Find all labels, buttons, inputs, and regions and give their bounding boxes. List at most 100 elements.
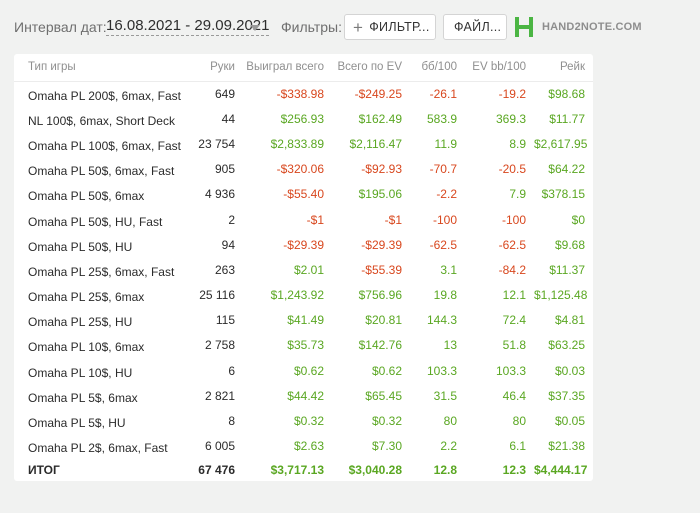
cell-hands: 94 bbox=[221, 237, 235, 252]
cell-hands: 2 bbox=[228, 212, 235, 227]
cell-hands: 905 bbox=[214, 162, 235, 177]
filters-label: Фильтры: bbox=[281, 19, 342, 35]
cell-ev-total: $20.81 bbox=[365, 313, 402, 328]
cell-rake: $64.22 bbox=[548, 162, 585, 177]
table-row[interactable]: Omaha PL 100$, 6max, Fast 23 754 $2,833.89… bbox=[14, 131, 593, 156]
cell-game-type: ИТОГ bbox=[28, 462, 60, 477]
cell-won-total: $41.49 bbox=[287, 313, 324, 328]
cell-rake: $378.15 bbox=[541, 187, 585, 202]
table-row[interactable]: Omaha PL 50$, HU 94 -$29.39 -$29.39 -62.5 -62… bbox=[14, 232, 593, 257]
table-row[interactable]: Omaha PL 50$, 6max, Fast 905 -$320.06 -$92.… bbox=[14, 157, 593, 182]
cell-rake: $4,444.17 bbox=[534, 462, 588, 477]
cell-ev-bb100: 6.1 bbox=[509, 439, 526, 454]
cell-rake: $63.25 bbox=[548, 338, 585, 353]
cell-game-type: Omaha PL 2$, 6max, Fast bbox=[28, 441, 168, 456]
cell-bb100: -26.1 bbox=[429, 86, 457, 101]
cell-won-total: $256.93 bbox=[280, 111, 324, 126]
cell-bb100: 2.2 bbox=[440, 439, 457, 454]
cell-ev-total: $2,116.47 bbox=[349, 136, 403, 151]
table-row[interactable]: NL 100$, 6max, Short Deck 44 $256.93 $162.4… bbox=[14, 106, 593, 131]
cell-hands: 6 bbox=[228, 363, 235, 378]
table-row[interactable]: Omaha PL 50$, HU, Fast 2 -$1 -$1 -100 -100 $0 bbox=[14, 207, 593, 232]
cell-bb100: 11.9 bbox=[434, 136, 457, 151]
header-won-total[interactable]: Выиграл всего bbox=[243, 54, 332, 82]
header-rake[interactable]: Рейк bbox=[534, 54, 593, 82]
table-row[interactable]: Omaha PL 25$, 6max 25 116 $1,243.92 $756.96… bbox=[14, 283, 593, 308]
cell-ev-total: $195.06 bbox=[358, 187, 402, 202]
cell-ev-bb100: -20.5 bbox=[498, 162, 526, 177]
cell-ev-total: $756.96 bbox=[358, 288, 402, 303]
cell-hands: 263 bbox=[214, 262, 235, 277]
cell-rake: $0 bbox=[571, 212, 585, 227]
cell-game-type: Omaha PL 50$, 6max bbox=[28, 189, 145, 204]
file-button[interactable]: ФАЙЛ... bbox=[443, 14, 507, 40]
toolbar: Интервал дат: 16.08.2021 - 29.09.2021 Фи… bbox=[0, 0, 700, 54]
stats-table-card: Тип игры Руки Выиграл всего Всего по EV бб/1… bbox=[14, 54, 593, 481]
cell-game-type: Omaha PL 10$, 6max bbox=[28, 340, 145, 355]
table-row[interactable]: Omaha PL 50$, 6max 4 936 -$55.40 $195.06 -2.… bbox=[14, 182, 593, 207]
cell-ev-bb100: 51.8 bbox=[502, 338, 526, 353]
cell-won-total: -$320.06 bbox=[276, 162, 324, 177]
table-body: Omaha PL 200$, 6max, Fast 649 -$338.98 -$24… bbox=[14, 81, 593, 481]
cell-rake: $9.68 bbox=[554, 237, 585, 252]
cell-rake: $11.37 bbox=[549, 262, 585, 277]
table-row[interactable]: Omaha PL 25$, HU 115 $41.49 $20.81 144.3 72.4… bbox=[14, 308, 593, 333]
cell-ev-bb100: 12.1 bbox=[502, 288, 526, 303]
table-row[interactable]: Omaha PL 10$, 6max 2 758 $35.73 $142.76 13 51… bbox=[14, 333, 593, 358]
cell-rake: $98.68 bbox=[548, 86, 585, 101]
table-row[interactable]: Omaha PL 200$, 6max, Fast 649 -$338.98 -$24… bbox=[14, 81, 593, 106]
cell-game-type: Omaha PL 25$, 6max, Fast bbox=[28, 264, 175, 279]
cell-ev-total: -$29.39 bbox=[361, 237, 402, 252]
table-row[interactable]: Omaha PL 10$, HU 6 $0.62 $0.62 103.3 103.3 $0.… bbox=[14, 358, 593, 383]
cell-hands: 649 bbox=[214, 86, 235, 101]
cell-rake: $0.03 bbox=[554, 363, 585, 378]
cell-hands: 2 821 bbox=[204, 388, 235, 403]
filter-button[interactable]: + ФИЛЬТР... bbox=[344, 14, 436, 40]
cell-bb100: -70.7 bbox=[429, 162, 457, 177]
cell-bb100: 583.9 bbox=[426, 111, 457, 126]
cell-ev-total: -$1 bbox=[384, 212, 402, 227]
cell-game-type: Omaha PL 50$, HU, Fast bbox=[28, 214, 163, 229]
cell-ev-bb100: -62.5 bbox=[498, 237, 526, 252]
header-ev-total[interactable]: Всего по EV bbox=[332, 54, 410, 82]
cell-won-total: $2.01 bbox=[293, 262, 324, 277]
header-bb100[interactable]: бб/100 bbox=[410, 54, 465, 82]
file-button-label: ФАЙЛ... bbox=[454, 20, 502, 34]
cell-ev-total: -$249.25 bbox=[354, 86, 402, 101]
table-row[interactable]: Omaha PL 5$, 6max 2 821 $44.42 $65.45 31.5 46… bbox=[14, 383, 593, 408]
cell-hands: 25 116 bbox=[199, 288, 235, 303]
hand2note-logo: HAND2NOTE.COM bbox=[514, 16, 642, 38]
cell-ev-total: $3,040.28 bbox=[348, 462, 402, 477]
cell-ev-bb100: 7.9 bbox=[509, 187, 526, 202]
cell-ev-total: $0.32 bbox=[371, 414, 402, 429]
cell-bb100: 80 bbox=[443, 414, 457, 429]
cell-ev-total: $142.76 bbox=[358, 338, 402, 353]
date-range-picker[interactable]: 16.08.2021 - 29.09.2021 bbox=[106, 17, 270, 36]
cell-ev-bb100: 103.3 bbox=[495, 363, 526, 378]
header-hands[interactable]: Руки bbox=[178, 54, 243, 82]
hand2note-logo-icon bbox=[515, 17, 533, 37]
table-row[interactable]: Omaha PL 5$, HU 8 $0.32 $0.32 80 80 $0.05 bbox=[14, 408, 593, 433]
cell-ev-bb100: 46.4 bbox=[502, 388, 526, 403]
chevron-down-icon[interactable] bbox=[250, 25, 260, 31]
cell-won-total: -$1 bbox=[306, 212, 324, 227]
table-row[interactable]: Omaha PL 2$, 6max, Fast 6 005 $2.63 $7.30 2.… bbox=[14, 434, 593, 459]
cell-bb100: 3.1 bbox=[440, 262, 457, 277]
cell-hands: 4 936 bbox=[204, 187, 235, 202]
cell-won-total: $3,717.13 bbox=[270, 462, 324, 477]
plus-icon: + bbox=[353, 17, 364, 37]
cell-bb100: 144.3 bbox=[426, 313, 457, 328]
game-stats-table: Тип игры Руки Выиграл всего Всего по EV бб/1… bbox=[14, 54, 593, 481]
cell-rake: $21.38 bbox=[548, 439, 585, 454]
cell-won-total: $0.62 bbox=[293, 363, 324, 378]
cell-ev-total: $65.45 bbox=[365, 388, 402, 403]
table-row[interactable]: Omaha PL 25$, 6max, Fast 263 $2.01 -$55.39 3… bbox=[14, 257, 593, 282]
cell-ev-total: -$92.93 bbox=[361, 162, 402, 177]
cell-bb100: 103.3 bbox=[426, 363, 457, 378]
header-ev-bb100[interactable]: EV bb/100 bbox=[465, 54, 534, 82]
cell-hands: 23 754 bbox=[198, 136, 235, 151]
cell-game-type: Omaha PL 10$, HU bbox=[28, 365, 133, 380]
header-game-type[interactable]: Тип игры bbox=[14, 54, 178, 82]
total-row[interactable]: ИТОГ 67 476 $3,717.13 $3,040.28 12.8 12.3 $4,4… bbox=[14, 459, 593, 481]
cell-ev-bb100: 8.9 bbox=[509, 136, 526, 151]
